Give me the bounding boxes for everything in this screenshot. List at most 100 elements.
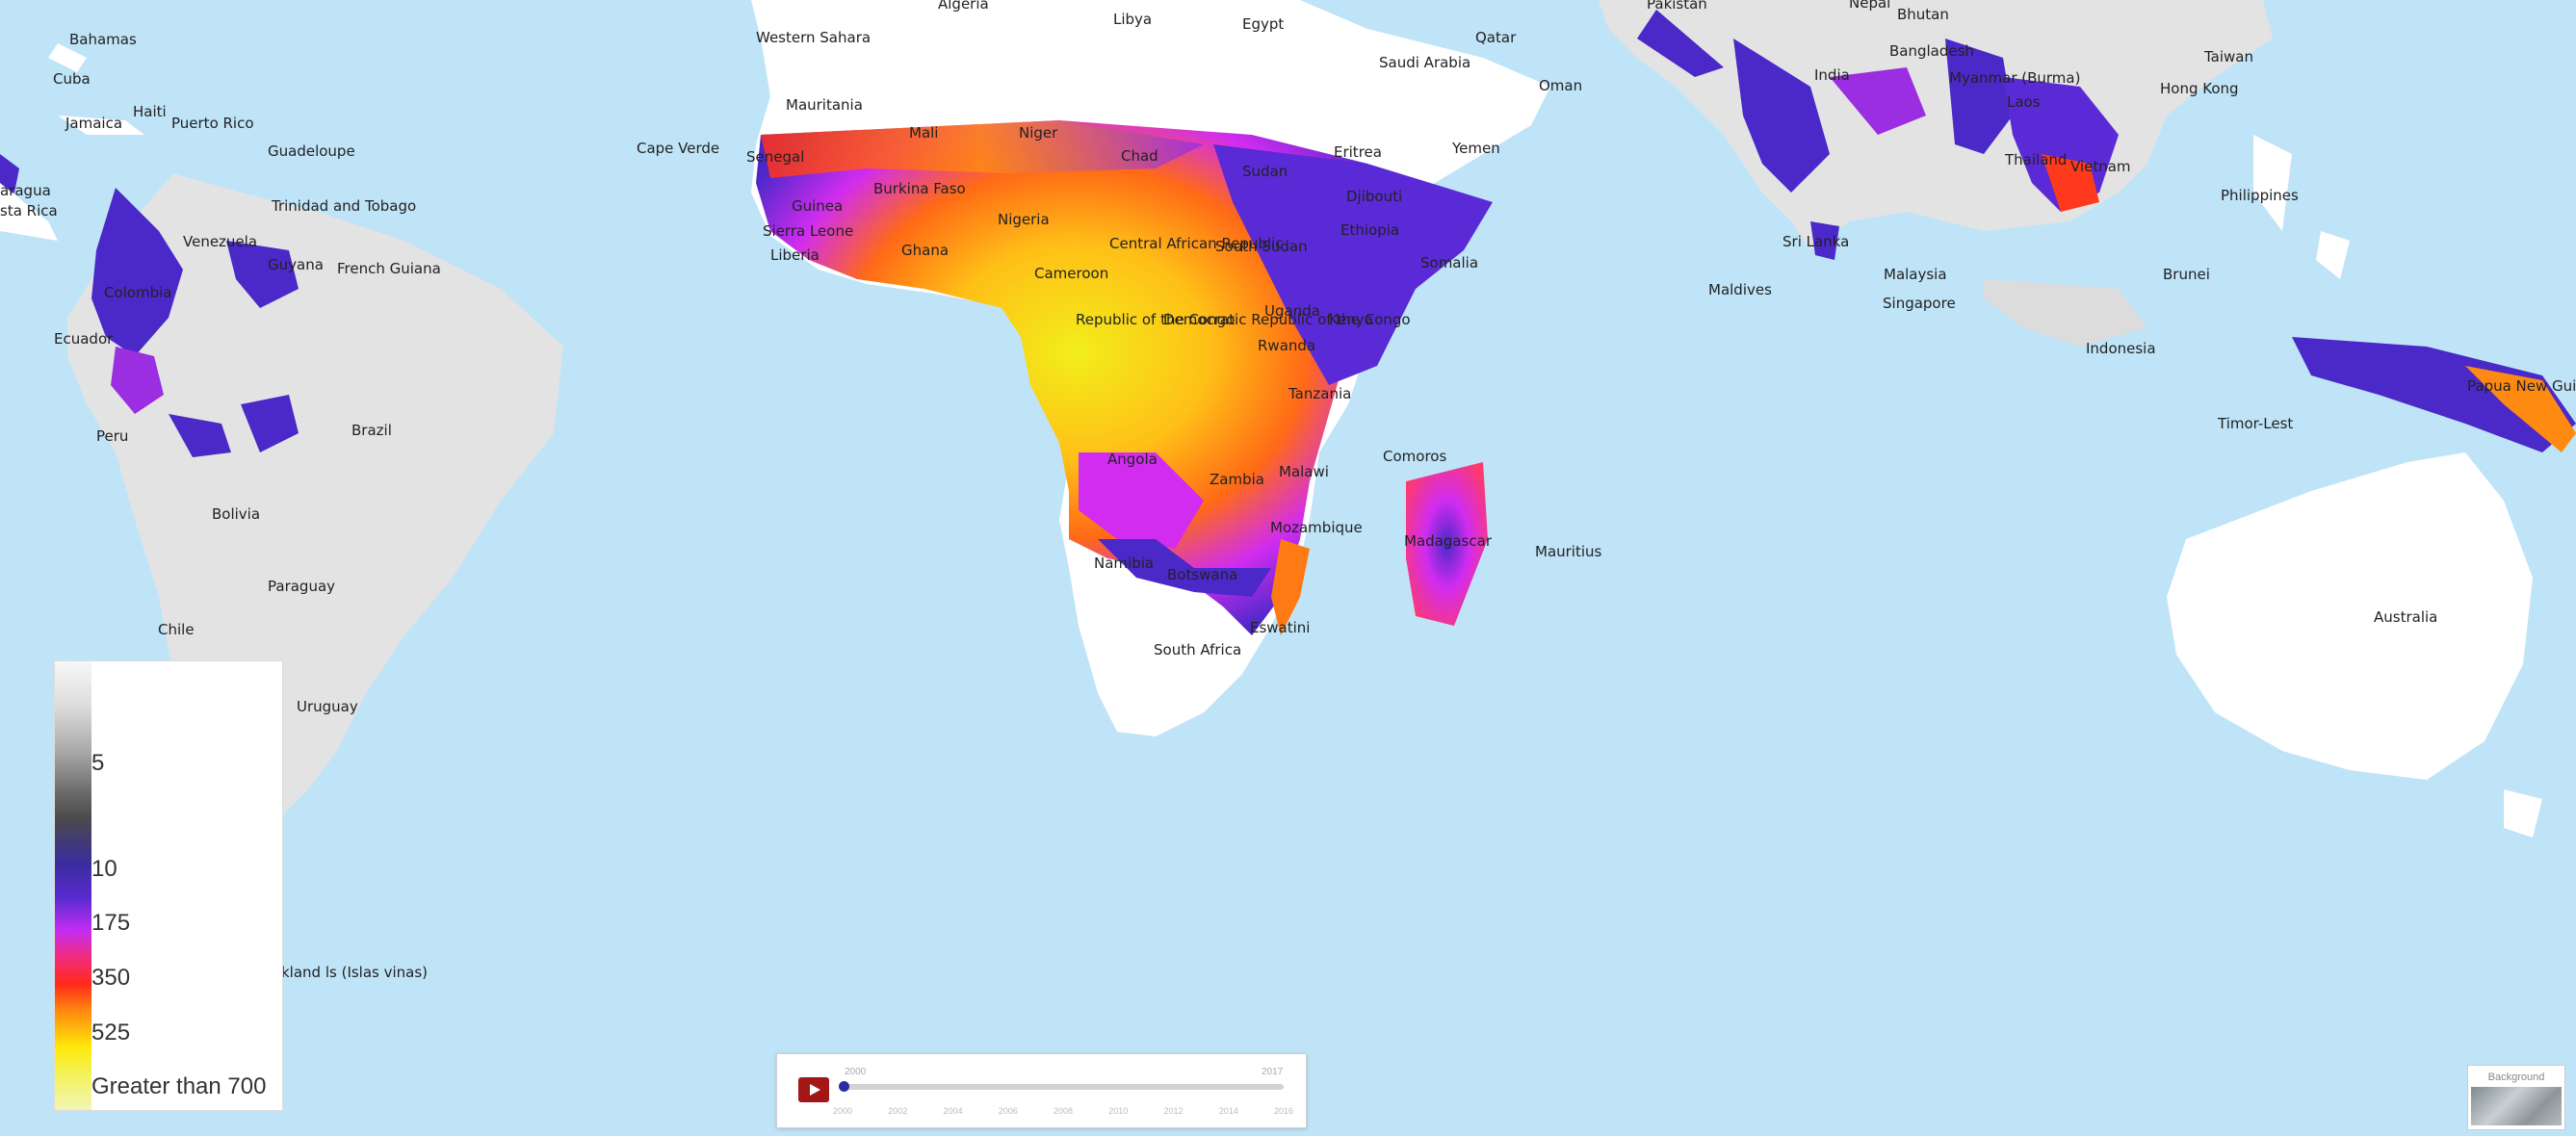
map-label-chile: Chile — [158, 621, 195, 638]
map-label-vietnam: Vietnam — [2070, 158, 2131, 175]
timeline-end-year: 2017 — [1262, 1067, 1284, 1077]
timeline-tick: 2016 — [1274, 1106, 1294, 1116]
map-label-chad: Chad — [1121, 147, 1158, 165]
map-label-bhutan: Bhutan — [1897, 6, 1949, 23]
map-label-australia: Australia — [2374, 608, 2437, 626]
map-label-brazil: Brazil — [351, 422, 392, 439]
map-label-democratic-republic-of-the-congo: Democratic Republic of the Congo — [1163, 311, 1411, 328]
map-label-timor-lest: Timor-Lest — [2217, 415, 2293, 432]
map-label-mauritania: Mauritania — [786, 96, 863, 114]
map-label-niger: Niger — [1019, 124, 1058, 142]
map-label-ethiopia: Ethiopia — [1340, 221, 1399, 239]
timeline-tick: 2008 — [1054, 1106, 1074, 1116]
basemap-label: Background — [2487, 1071, 2545, 1083]
map-label-singapore: Singapore — [1883, 295, 1956, 312]
map-label-libya: Libya — [1113, 11, 1152, 28]
map-label-sri-lanka: Sri Lanka — [1782, 233, 1849, 250]
map-label-sta-rica: sta Rica — [0, 202, 58, 219]
map-label-algeria: Algeria — [938, 0, 989, 13]
map-label-nigeria: Nigeria — [998, 211, 1050, 228]
map-label-bolivia: Bolivia — [212, 505, 260, 523]
map-label-liberia: Liberia — [770, 246, 820, 264]
legend-label-10: 10 — [91, 856, 117, 882]
map-label-cape-verde: Cape Verde — [637, 140, 719, 157]
timeline-thumb[interactable] — [839, 1081, 849, 1092]
map-label-mauritius: Mauritius — [1535, 543, 1602, 560]
map-label-french-guiana: French Guiana — [337, 260, 441, 277]
africa-land — [751, 0, 1550, 736]
map-label-taiwan: Taiwan — [2203, 48, 2253, 65]
map-label-laos: Laos — [2007, 93, 2041, 111]
timeline-tick: 2006 — [998, 1106, 1018, 1116]
map-label-paraguay: Paraguay — [268, 578, 335, 595]
legend-label-350: 350 — [91, 965, 131, 991]
map-label-rwanda: Rwanda — [1258, 337, 1315, 354]
play-button[interactable] — [798, 1077, 829, 1102]
map-label-burkina-faso: Burkina Faso — [873, 180, 966, 197]
legend-color-ramp — [55, 661, 91, 1110]
australia-land — [2167, 452, 2542, 838]
map-label-somalia: Somalia — [1420, 254, 1478, 271]
timeline-tick: 2000 — [833, 1106, 853, 1116]
map-label-namibia: Namibia — [1094, 555, 1154, 572]
map-label-colombia: Colombia — [104, 284, 172, 301]
map-label-bangladesh: Bangladesh — [1889, 42, 1974, 60]
asia-land — [1599, 0, 2576, 452]
basemap-toggle[interactable]: Background — [2467, 1065, 2565, 1130]
map-label-uganda: Uganda — [1264, 302, 1320, 320]
map-label-sierra-leone: Sierra Leone — [763, 222, 853, 240]
map-label-zambia: Zambia — [1210, 471, 1264, 488]
map-label-senegal: Senegal — [746, 148, 804, 166]
map-label-comoros: Comoros — [1383, 448, 1446, 465]
map-label-central-african-republic: Central African Republic — [1109, 235, 1284, 252]
timeline-track[interactable] — [839, 1081, 1284, 1092]
map-label-uruguay: Uruguay — [297, 698, 358, 715]
map-label-mali: Mali — [909, 124, 938, 142]
map-label-thailand: Thailand — [2004, 151, 2067, 168]
timeline-tick: 2004 — [943, 1106, 963, 1116]
map-label-madagascar: Madagascar — [1404, 532, 1493, 550]
map-label-south-africa: South Africa — [1154, 641, 1241, 658]
map-label-eswatini: Eswatini — [1250, 619, 1310, 636]
map-label-peru: Peru — [96, 427, 128, 445]
map-label-philippines: Philippines — [2221, 187, 2299, 204]
map-label-trinidad-and-tobago: Trinidad and Tobago — [271, 197, 416, 215]
map-label-nepal: Nepal — [1849, 0, 1890, 12]
map-label-egypt: Egypt — [1242, 15, 1284, 33]
map-label-botswana: Botswana — [1167, 566, 1237, 583]
map-label-republic-of-the-congo: Republic of the Congo — [1076, 311, 1235, 328]
map-label-kland-ls-islas-vinas-: kland ls (Islas vinas) — [281, 964, 428, 981]
map-label-haiti: Haiti — [133, 103, 167, 120]
map-label-india: India — [1814, 66, 1850, 84]
map-label-indonesia: Indonesia — [2086, 340, 2156, 357]
map-label-myanmar-burma-: Myanmar (Burma) — [1949, 69, 2080, 87]
legend-label-175: 175 — [91, 910, 131, 936]
map-label-jamaica: Jamaica — [65, 115, 122, 132]
map-label-guadeloupe: Guadeloupe — [268, 142, 355, 160]
legend-label-700: Greater than 700 — [91, 1073, 267, 1099]
map-label-bahamas: Bahamas — [69, 31, 137, 48]
legend: 5 10 175 350 525 Greater than 700 — [54, 660, 283, 1111]
map-label-guyana: Guyana — [268, 256, 324, 273]
timeline-control: 2000 2017 2000 2002 2004 2006 2008 2010 2012 20… — [776, 1053, 1307, 1128]
map-label-western-sahara: Western Sahara — [756, 29, 871, 46]
map-label-saudi-arabia: Saudi Arabia — [1379, 54, 1470, 71]
map-label-maldives: Maldives — [1708, 281, 1772, 298]
map-label-ghana: Ghana — [901, 242, 949, 259]
timeline-tick: 2002 — [888, 1106, 908, 1116]
map-label-aragua: aragua — [0, 182, 51, 199]
legend-label-5: 5 — [91, 750, 105, 776]
timeline-tick: 2012 — [1163, 1106, 1184, 1116]
map-label-yemen: Yemen — [1451, 140, 1500, 157]
map-label-qatar: Qatar — [1475, 29, 1517, 46]
map-label-papua-new-guinea: Papua New Guinea — [2467, 377, 2576, 395]
map-label-malawi: Malawi — [1279, 463, 1329, 480]
map-label-ecuador: Ecuador — [54, 330, 114, 348]
map-label-puerto-rico: Puerto Rico — [171, 115, 254, 132]
map-label-sudan: Sudan — [1242, 163, 1288, 180]
map-label-guinea: Guinea — [792, 197, 843, 215]
map-label-cameroon: Cameroon — [1034, 265, 1108, 282]
timeline-tick: 2010 — [1108, 1106, 1129, 1116]
